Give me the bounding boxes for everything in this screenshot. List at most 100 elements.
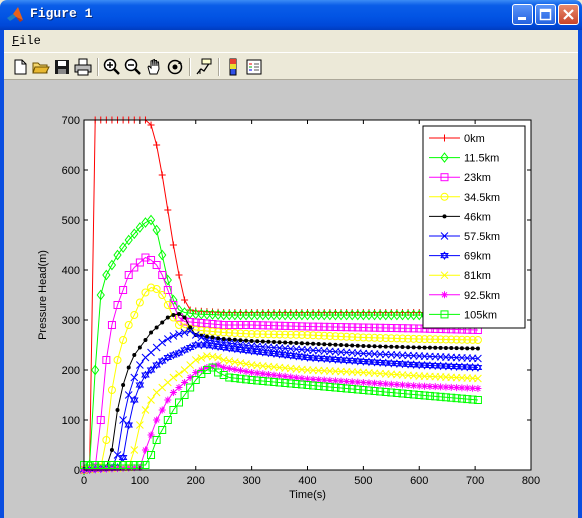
data-point (288, 340, 293, 345)
data-point (440, 192, 449, 201)
data-point (164, 396, 172, 404)
zoom-out-icon[interactable] (123, 57, 143, 77)
data-point (364, 333, 373, 342)
data-point (287, 373, 295, 381)
save-icon[interactable] (52, 57, 72, 77)
menu-file[interactable]: File (12, 34, 41, 48)
data-point (393, 381, 401, 389)
data-point (398, 381, 406, 389)
data-point (147, 121, 155, 129)
data-point (119, 286, 128, 294)
data-point (316, 342, 321, 346)
data-point (163, 416, 172, 424)
data-point (431, 383, 439, 391)
zoom-in-icon[interactable] (102, 57, 122, 77)
data-point (297, 380, 306, 389)
maximize-icon (539, 8, 552, 21)
data-point (107, 321, 116, 329)
data-point (283, 340, 288, 345)
data-point (269, 321, 278, 330)
data-point (213, 309, 223, 321)
data-point (91, 461, 100, 469)
data-point (370, 333, 379, 342)
data-point (247, 321, 256, 329)
minimize-button[interactable] (512, 4, 533, 25)
data-point (409, 360, 418, 369)
data-point (462, 362, 472, 372)
close-button[interactable] (558, 4, 579, 25)
data-point (470, 346, 475, 351)
data-point (141, 446, 149, 454)
data-point (208, 341, 217, 351)
data-point (447, 393, 456, 402)
data-point (320, 309, 329, 321)
data-point (376, 323, 385, 332)
data-point (353, 323, 362, 332)
data-point (392, 359, 402, 368)
data-point (468, 362, 477, 372)
data-point (230, 309, 239, 321)
data-point (269, 378, 278, 386)
data-point (433, 345, 438, 350)
data-point (474, 374, 482, 383)
legend: 0km 11.5km 23km 34.5km 46km 57.5km 69km 81km 92.… (422, 125, 526, 329)
data-point (353, 333, 362, 342)
data-point (457, 394, 466, 403)
data-point (381, 334, 390, 343)
data-point (453, 384, 461, 392)
data-point (258, 377, 267, 385)
data-point (197, 340, 206, 350)
data-point (430, 361, 440, 371)
data-point (191, 340, 201, 350)
data-point (225, 328, 234, 337)
legend-icon[interactable] (244, 57, 264, 77)
maximize-button[interactable] (535, 4, 556, 25)
data-point (320, 331, 329, 340)
data-point (473, 363, 483, 372)
data-point (376, 380, 384, 388)
data-point (348, 378, 356, 386)
data-cursor-icon[interactable] (194, 57, 214, 77)
data-point (403, 359, 413, 369)
data-point (441, 361, 451, 371)
data-point (342, 332, 351, 341)
data-point (186, 306, 194, 314)
print-icon[interactable] (73, 57, 93, 77)
data-point (129, 395, 139, 405)
data-point (325, 309, 334, 321)
rotate-3d-icon[interactable] (165, 57, 185, 77)
data-point (463, 384, 471, 392)
pan-hand-icon[interactable] (144, 57, 164, 77)
minimize-icon (518, 17, 526, 20)
new-figure-icon[interactable] (10, 57, 30, 77)
x-tick-label: 700 (466, 475, 484, 487)
window-border-right (578, 30, 582, 518)
data-point (469, 384, 477, 392)
open-file-icon[interactable] (31, 57, 51, 77)
data-point (165, 315, 170, 320)
data-point (303, 331, 312, 339)
data-point (387, 334, 396, 343)
data-point (447, 383, 455, 391)
data-point (468, 335, 477, 344)
window-border-left (0, 30, 4, 518)
y-tick-label: 400 (62, 265, 80, 277)
colorbar-icon[interactable] (223, 57, 243, 77)
data-point (458, 384, 466, 392)
data-point (425, 391, 434, 400)
data-point (442, 214, 447, 219)
data-point (359, 386, 368, 394)
title-bar[interactable]: Figure 1 (0, 0, 582, 30)
data-point (163, 286, 172, 294)
data-point (440, 152, 449, 163)
data-point (299, 341, 304, 346)
data-point (216, 336, 221, 341)
data-point (208, 327, 217, 336)
y-tick-label: 200 (62, 365, 80, 377)
data-point (325, 354, 335, 364)
data-point (266, 339, 271, 344)
data-point (126, 365, 131, 370)
data-point (297, 322, 306, 331)
data-point (241, 309, 251, 321)
data-point (230, 344, 240, 354)
